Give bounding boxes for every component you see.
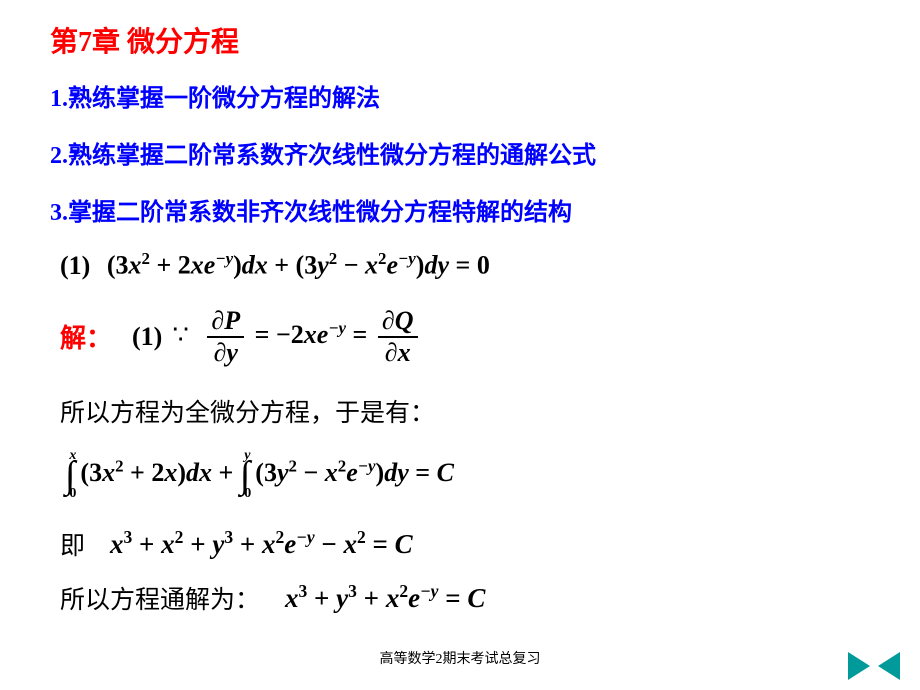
point-3: 3.掌握二阶常系数非齐次线性微分方程特解的结构 — [50, 192, 870, 227]
solution-label: 解： — [60, 318, 112, 355]
problem-label: (1) — [60, 251, 90, 280]
problem-equation: (1) (3x2 + 2xe−y)dx + (3y2 − x2e−y)dy = … — [60, 249, 870, 281]
prev-arrow-icon[interactable] — [878, 652, 900, 680]
step-label: (1) — [132, 322, 162, 352]
therefore-text: 所以方程为全微分方程，于是有： — [60, 393, 870, 429]
next-arrow-icon[interactable] — [848, 652, 870, 680]
integral-equation: ∫x0(3x2 + 2x)dx + ∫y0(3y2 − x2e−y)dy = C — [65, 449, 870, 501]
chapter-title: 第7章 微分方程 — [50, 20, 870, 60]
nav-arrows — [848, 652, 900, 680]
conclusion-equation: 所以方程通解为： x3 + y3 + x2e−y = C — [60, 580, 870, 616]
footer-text: 高等数学2期末考试总复习 — [380, 648, 541, 668]
ie-label: 即 — [60, 526, 85, 562]
ie-equation: 即 x3 + x2 + y3 + x2e−y − x2 = C — [60, 526, 870, 562]
conclusion-label: 所以方程通解为： — [60, 580, 260, 616]
solution-step-1: 解： (1) ∵ ∂P ∂y = −2xe−y = ∂Q ∂x — [60, 306, 870, 368]
point-2: 2.熟练掌握二阶常系数齐次线性微分方程的通解公式 — [50, 135, 870, 170]
point-1: 1.熟练掌握一阶微分方程的解法 — [50, 78, 870, 113]
